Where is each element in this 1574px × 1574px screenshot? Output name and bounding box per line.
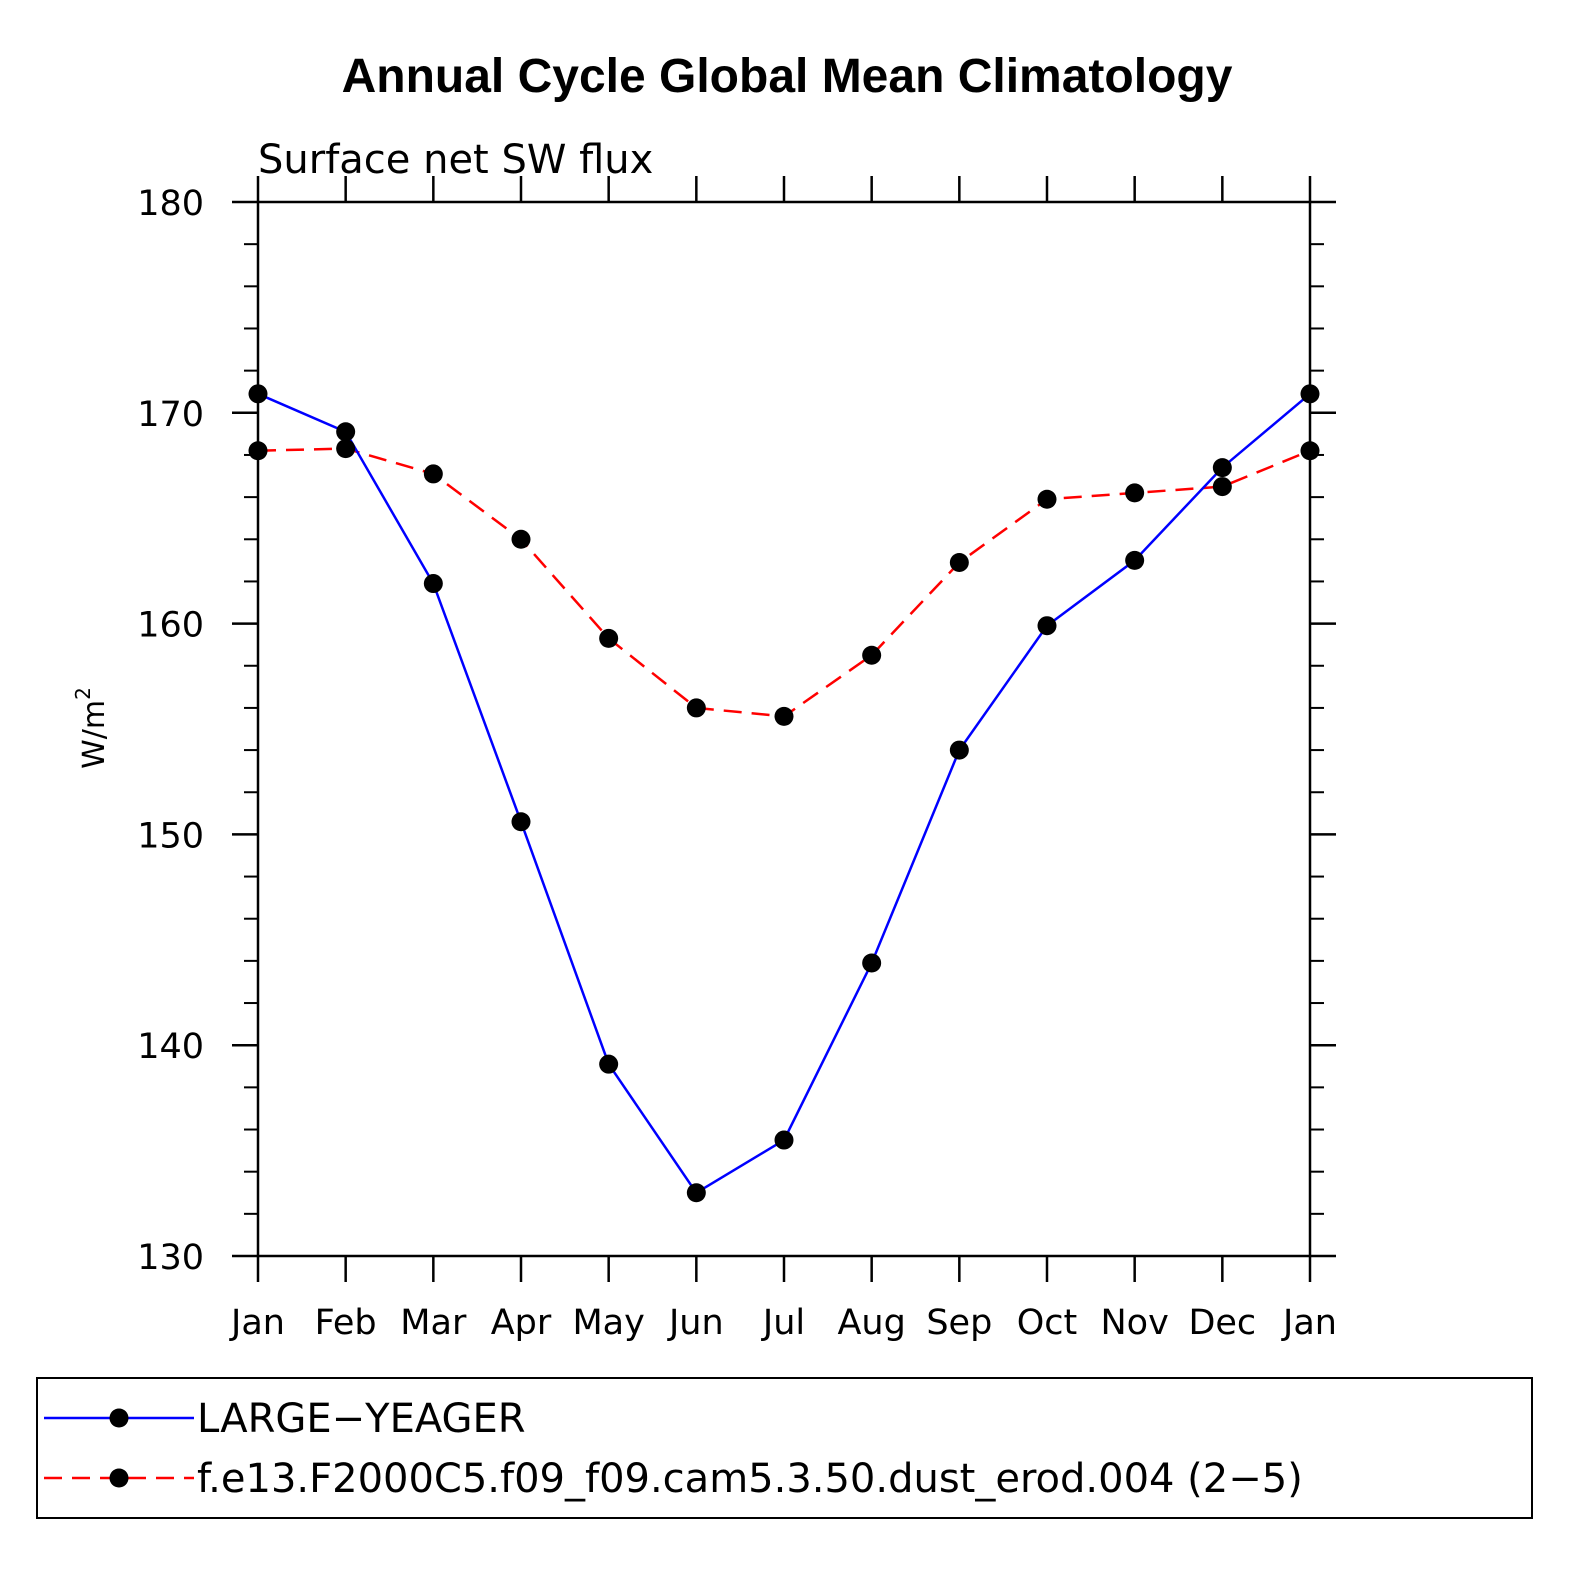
series-1-point [949, 552, 969, 572]
series-line-1 [257, 447, 1311, 718]
legend-label-1: f.e13.F2000C5.f09_f09.cam5.3.50.dust_ero… [197, 1456, 1303, 1502]
x-tick-label: Aug [837, 1303, 905, 1343]
series-0-point [248, 384, 268, 404]
series-0-point [1212, 458, 1232, 478]
series-1-point [686, 698, 706, 718]
series-0-point [862, 953, 882, 973]
series-line-0 [257, 392, 1311, 1195]
x-tick-label: Jan [229, 1303, 285, 1343]
y-axis-label-text: W/m [77, 700, 112, 769]
series-1-point [862, 645, 882, 665]
x-tick-label: Apr [491, 1303, 552, 1343]
legend-box [36, 1377, 1533, 1519]
series-0-point [599, 1054, 619, 1074]
x-tick-label: May [572, 1303, 644, 1343]
series-1-point [1125, 483, 1145, 503]
x-tick-label: Oct [1017, 1303, 1078, 1343]
x-tick-label: Mar [400, 1303, 467, 1343]
chart-subtitle: Surface net SW flux [258, 137, 653, 183]
chart-title: Annual Cycle Global Mean Climatology [342, 50, 1233, 103]
y-axis-label: W/m2 [71, 687, 112, 769]
series-0-point [1125, 550, 1145, 570]
legend-marker-0 [109, 1408, 129, 1428]
legend: LARGE−YEAGER f.e13.F2000C5.f09_f09.cam5.3… [44, 1396, 1303, 1502]
plot-frame [256, 200, 1312, 1258]
y-tick-label: 130 [137, 1238, 204, 1278]
series-0-point [1037, 616, 1057, 636]
series-0-point [686, 1183, 706, 1203]
x-tick-label: Feb [315, 1303, 377, 1343]
series-1-point [248, 441, 268, 461]
series-layer [248, 384, 1320, 1203]
series-1-point [511, 529, 531, 549]
x-tick-label: Dec [1188, 1303, 1256, 1343]
axes: Jan Feb Mar Apr May Jun Jul Aug Sep Oct Nov Dec Jan 1… [137, 176, 1337, 1343]
x-tick-label: Jun [667, 1303, 724, 1343]
series-1-point [423, 464, 443, 484]
y-tick-label: 140 [137, 1027, 204, 1067]
series-1-point [1037, 489, 1057, 509]
x-tick-label: Sep [926, 1303, 992, 1343]
series-0-point [423, 574, 443, 594]
series-0-point [774, 1130, 794, 1150]
series-1-point [599, 628, 619, 648]
series-0-point [1300, 384, 1320, 404]
x-tick-label: Jul [761, 1303, 805, 1343]
series-0-point [336, 422, 356, 442]
series-0-point [949, 740, 969, 760]
svg-text:W/m2: W/m2 [71, 687, 112, 769]
legend-label-0: LARGE−YEAGER [197, 1396, 526, 1442]
y-axis-label-superscript: 2 [71, 687, 95, 700]
series-0-point [511, 812, 531, 832]
y-tick-label: 180 [137, 184, 204, 224]
legend-marker-1 [109, 1468, 129, 1488]
series-1-point [336, 439, 356, 459]
y-tick-label: 150 [137, 816, 204, 856]
y-tick-label: 160 [137, 606, 204, 646]
y-tick-label: 170 [137, 395, 204, 435]
series-1-point [1300, 441, 1320, 461]
x-tick-label: Nov [1101, 1303, 1169, 1343]
series-1-point [1212, 477, 1232, 497]
x-tick-label: Jan [1281, 1303, 1337, 1343]
series-1-point [774, 706, 794, 726]
